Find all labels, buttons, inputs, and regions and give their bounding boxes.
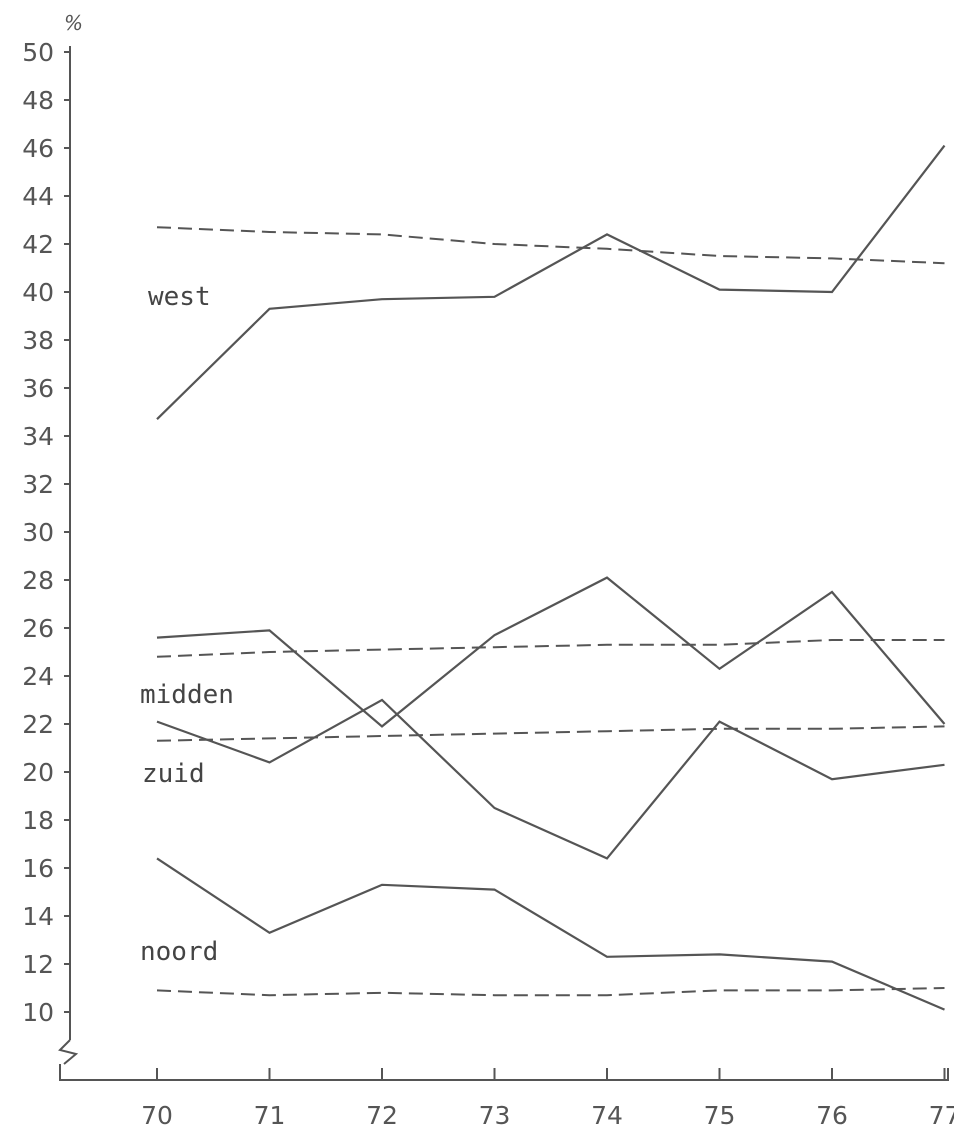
- x-axis-ticks: 70 71 72 73 74 75 76 77: [141, 1068, 954, 1130]
- x-tick-label: 72: [366, 1101, 398, 1130]
- axes: [58, 46, 949, 1081]
- y-tick-label: 46: [22, 134, 54, 163]
- y-tick-label: 28: [22, 566, 54, 595]
- x-tick-label: 77: [929, 1101, 954, 1130]
- x-tick-label: 71: [254, 1101, 286, 1130]
- y-axis-ticks: 10 12 14 16 18 20 22 24 26 28 30 32 34 36 38 40 42 44 46 48…: [22, 38, 71, 1027]
- x-axis-line: [59, 1064, 949, 1081]
- region-label-noord: noord: [140, 937, 218, 967]
- region-label-midden: midden: [140, 680, 234, 710]
- y-tick-label: 48: [22, 86, 54, 115]
- series-line-midden-solid: [156, 576, 946, 728]
- y-tick-label: 32: [22, 470, 54, 499]
- x-tick-label: 75: [704, 1101, 736, 1130]
- y-tick-label: 10: [22, 998, 54, 1027]
- series-line-zuid-solid: [156, 698, 945, 860]
- y-tick-label: 30: [22, 518, 54, 547]
- region-label-west: west: [148, 282, 211, 312]
- y-tick-label: 26: [22, 614, 54, 643]
- y-tick-label: 16: [22, 854, 54, 883]
- x-tick-label: 74: [591, 1101, 623, 1130]
- y-tick-label: 38: [22, 326, 54, 355]
- y-tick-label: 14: [22, 902, 54, 931]
- series-line-zuid-dashed: [156, 725, 945, 742]
- series-line-west-dashed: [156, 226, 945, 265]
- y-tick-label: 50: [22, 38, 54, 67]
- y-tick-label: 34: [22, 422, 54, 451]
- y-tick-label: 12: [22, 950, 54, 979]
- y-tick-label: 36: [22, 374, 54, 403]
- series-layer: [156, 144, 946, 1011]
- series-line-west-solid: [156, 144, 946, 420]
- y-tick-label: 40: [22, 278, 54, 307]
- series-line-midden-dashed: [156, 639, 945, 658]
- x-tick-label: 73: [479, 1101, 511, 1130]
- series-line-noord-dashed: [156, 987, 945, 997]
- region-label-zuid: zuid: [142, 759, 205, 789]
- x-tick-label: 76: [816, 1101, 848, 1130]
- series-line-noord-solid: [156, 857, 945, 1011]
- y-tick-label: 20: [22, 758, 54, 787]
- y-tick-label: 42: [22, 230, 54, 259]
- y-axis-break-mark: [58, 1039, 79, 1065]
- y-tick-label: 44: [22, 182, 54, 211]
- y-axis-unit-label: %: [64, 11, 83, 35]
- x-tick-label: 70: [141, 1101, 173, 1130]
- y-tick-label: 18: [22, 806, 54, 835]
- y-tick-label: 22: [22, 710, 54, 739]
- y-tick-label: 24: [22, 662, 54, 691]
